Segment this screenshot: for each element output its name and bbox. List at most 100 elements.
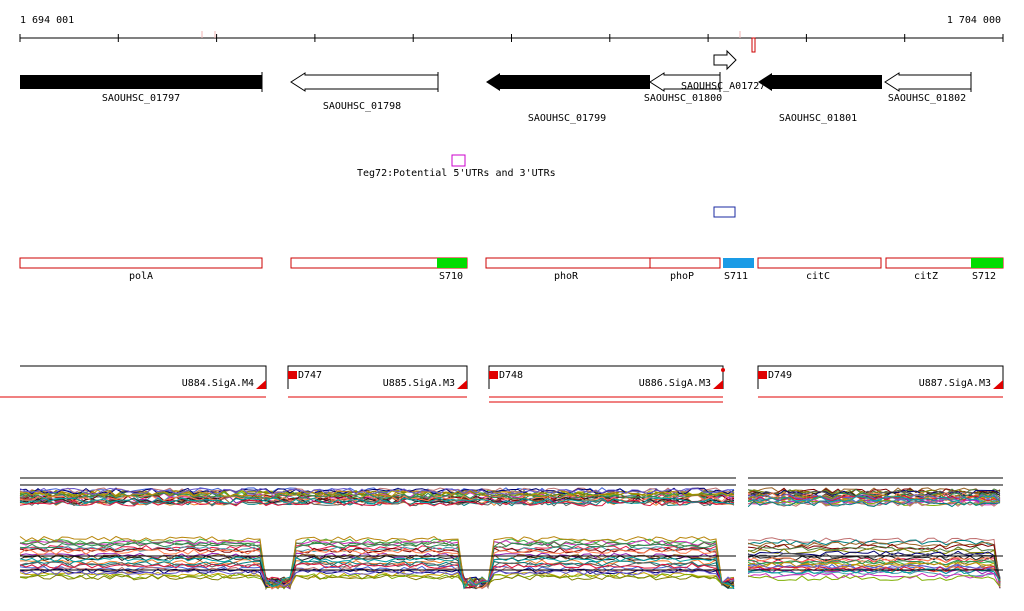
expression-profile-line xyxy=(19,548,735,589)
transcript-label: D749 xyxy=(768,370,792,381)
operon-box-phor-phop[interactable] xyxy=(485,257,721,269)
gene-label: SAOUHSC_01800 xyxy=(644,93,722,104)
start-marker-d749 xyxy=(758,371,767,379)
expression-profile-line xyxy=(747,561,1001,585)
expression-profile-line xyxy=(19,497,735,505)
gene-saouhsc-01801[interactable]: SAOUHSC_01801 xyxy=(758,73,882,124)
gene-label: SAOUHSC_01797 xyxy=(102,93,180,104)
operon-label: citC xyxy=(806,271,830,282)
teg-feature-box[interactable] xyxy=(451,154,466,167)
transcript-end-flag xyxy=(713,380,723,389)
expression-profile-line xyxy=(19,573,735,588)
expression-profile-line xyxy=(747,493,1001,501)
transcript-label: U885.SigA.M3 xyxy=(383,378,455,389)
expression-profile-line xyxy=(747,552,1001,578)
sigma-box-s710[interactable] xyxy=(437,258,467,268)
gene-arrow xyxy=(758,73,882,91)
gene-saouhsc-01799[interactable]: SAOUHSC_01799 xyxy=(486,73,650,124)
expression-profile-line xyxy=(19,547,735,589)
expression-profile-line xyxy=(19,538,735,590)
ruler-marker xyxy=(201,31,216,38)
gene-arrow xyxy=(290,72,439,92)
expression-profile-line xyxy=(19,539,735,589)
expression-profile-line xyxy=(19,546,734,590)
operon-label: S712 xyxy=(972,271,996,282)
gene-saouhsc-a01727[interactable]: SAOUHSC_A01727 xyxy=(681,49,765,92)
operon-label: phoR xyxy=(554,271,579,282)
expression-profile-line xyxy=(747,568,1001,582)
expression-profile-line xyxy=(19,562,735,588)
gene-label: SAOUHSC_01802 xyxy=(888,93,966,104)
operon-box-pola[interactable] xyxy=(19,257,263,269)
transcript-label: D747 xyxy=(298,370,322,381)
teg-annotation-track: Teg72:Potential 5'UTRs and 3'UTRs xyxy=(357,154,736,218)
expression-profile-line xyxy=(747,493,1001,501)
expression-gap xyxy=(736,470,748,600)
transcript-end-flag xyxy=(256,380,266,389)
expression-profile-line xyxy=(747,546,1001,582)
gene-saouhsc-01802[interactable]: SAOUHSC_01802 xyxy=(884,72,972,104)
gene-saouhsc-01797[interactable]: SAOUHSC_01797 xyxy=(20,72,263,104)
expression-profile-line xyxy=(19,552,735,590)
transcript-label: U884.SigA.M4 xyxy=(182,378,254,389)
transcript-label: U886.SigA.M3 xyxy=(639,378,711,389)
expression-profile-line xyxy=(19,487,735,495)
ruler-end-label: 1 704 000 xyxy=(947,15,1001,26)
operon-box-citc[interactable] xyxy=(757,257,882,269)
start-marker-d747 xyxy=(288,371,297,379)
expression-profile-line xyxy=(19,561,735,590)
ruler-red-marker xyxy=(751,37,756,53)
gene-label: SAOUHSC_01798 xyxy=(323,101,401,112)
transcript-dot xyxy=(721,368,725,372)
start-marker-d748 xyxy=(489,371,498,379)
transcript-track: U884.SigA.M4 D747 U885.SigA.M3 D748 U886… xyxy=(0,365,1004,403)
transcript-u885[interactable]: D747 U885.SigA.M3 xyxy=(287,365,468,398)
gene-saouhsc-01798[interactable]: SAOUHSC_01798 xyxy=(290,72,439,112)
expression-profiles-lower xyxy=(19,535,1001,591)
expression-profile-line xyxy=(19,560,735,590)
transcript-end-flag xyxy=(457,380,467,389)
expression-profile-line xyxy=(19,497,735,505)
expression-profile-line xyxy=(19,556,735,590)
expression-profile-line xyxy=(747,550,1001,579)
gene-arrow xyxy=(486,73,650,91)
expression-profile-line xyxy=(747,574,1001,588)
transcript-u886[interactable]: D748 U886.SigA.M3 xyxy=(488,365,725,403)
expression-profile-line xyxy=(19,559,735,588)
expression-profile-line xyxy=(747,495,1001,503)
expression-profile-line xyxy=(19,555,735,589)
expression-profile-line xyxy=(747,499,1001,507)
blue-feature-box[interactable] xyxy=(713,206,736,218)
expression-profile-line xyxy=(19,565,735,588)
coordinate-ruler: 1 694 001 1 704 000 xyxy=(19,15,1004,53)
gene-label: SAOUHSC_A01727 xyxy=(681,81,765,92)
ruler-start-label: 1 694 001 xyxy=(20,15,74,26)
expression-track xyxy=(19,470,1003,600)
gene-track: SAOUHSC_01797 SAOUHSC_01798 SAOUHSC_0179… xyxy=(20,49,972,124)
operon-label: polA xyxy=(129,271,153,282)
expression-profile-line xyxy=(19,540,735,591)
sigma-box-s711[interactable] xyxy=(723,258,754,268)
gene-label: SAOUHSC_01801 xyxy=(779,113,857,124)
teg-label: Teg72:Potential 5'UTRs and 3'UTRs xyxy=(357,168,556,179)
sigma-box-s712[interactable] xyxy=(971,258,1003,268)
expression-profile-line xyxy=(747,572,1001,589)
expression-profile-line xyxy=(747,557,1001,588)
expression-profile-line xyxy=(19,494,734,502)
expression-profile-line xyxy=(20,490,735,498)
operon-label: S711 xyxy=(724,271,748,282)
expression-profile-line xyxy=(19,542,735,588)
expression-profile-line xyxy=(747,494,1001,502)
gene-saouhsc-01800[interactable]: SAOUHSC_01800 xyxy=(644,72,722,104)
expression-profile-line xyxy=(19,568,735,588)
transcript-u887[interactable]: D749 U887.SigA.M3 xyxy=(757,365,1004,398)
gene-arrow xyxy=(713,49,737,71)
expression-profile-line xyxy=(19,535,735,590)
expression-profile-line xyxy=(747,499,1001,507)
transcript-u884[interactable]: U884.SigA.M4 xyxy=(0,365,267,398)
expression-profiles-upper xyxy=(19,487,1001,508)
ruler-ticks xyxy=(19,34,1004,42)
expression-profile-line xyxy=(19,544,735,591)
gene-arrow xyxy=(884,72,972,92)
